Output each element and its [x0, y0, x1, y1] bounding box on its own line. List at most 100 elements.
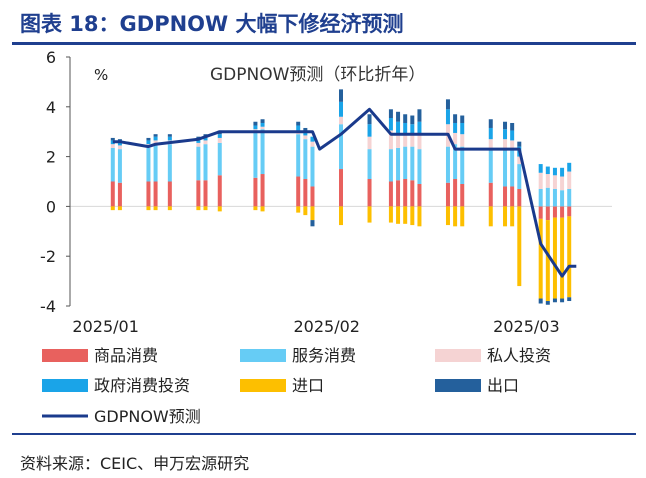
- bar-segment-5: [453, 114, 458, 123]
- bar-segment-4: [167, 206, 172, 211]
- bar-segment-4: [110, 206, 115, 211]
- bar-segment-4: [260, 206, 265, 212]
- bar-segment-2: [488, 139, 493, 148]
- bar-segment-4: [303, 206, 308, 216]
- bar-segment-1: [567, 188, 572, 207]
- bar-segment-2: [117, 145, 122, 150]
- bar-segment-5: [552, 298, 557, 303]
- bar-segment-1: [453, 144, 458, 180]
- bar-segment-1: [417, 149, 422, 184]
- bar-segment-4: [488, 206, 493, 227]
- bar-segment-4: [403, 206, 408, 224]
- bar-segment-2: [260, 126, 265, 130]
- bar-segment-0: [453, 179, 458, 207]
- bar-segment-4: [203, 206, 208, 211]
- bar-segment-3: [296, 125, 301, 131]
- bar-segment-5: [339, 89, 343, 102]
- bar-segment-3: [396, 121, 401, 133]
- bar-segment-2: [417, 135, 422, 150]
- bar-segment-0: [503, 186, 508, 207]
- bar-segment-4: [510, 206, 515, 227]
- source-note: 资料来源：CEIC、申万宏源研究: [20, 454, 250, 473]
- bar-segment-3: [488, 127, 493, 140]
- bar-segment-0: [545, 206, 550, 221]
- bar-segment-4: [567, 216, 572, 298]
- figure-title: 图表 18：GDPNOW 大幅下修经济预测: [20, 12, 404, 36]
- bar-segment-2: [552, 175, 557, 189]
- bar-segment-5: [167, 134, 172, 137]
- bar-segment-3: [403, 122, 408, 135]
- footer-rule: [12, 433, 636, 435]
- bar-segment-4: [545, 220, 550, 302]
- bar-segment-1: [203, 144, 208, 181]
- bar-segment-2: [503, 139, 508, 150]
- bar-segment-4: [217, 206, 222, 212]
- legend-label-5: 出口: [487, 376, 519, 395]
- legend-label-2: 私人投资: [487, 346, 551, 365]
- bar-segment-4: [552, 217, 557, 299]
- bar-segment-0: [203, 180, 208, 207]
- bar-segment-4: [410, 206, 415, 226]
- bar-segment-4: [117, 206, 122, 211]
- bar-segment-5: [517, 141, 522, 147]
- bar-segment-4: [417, 206, 422, 227]
- bar-segment-3: [110, 140, 115, 145]
- bar-segment-1: [117, 149, 122, 183]
- legend-swatch-0: [42, 349, 88, 362]
- y-tick-label: 6: [46, 48, 56, 67]
- bar-segment-0: [310, 186, 315, 207]
- bar-segment-0: [339, 169, 343, 207]
- bar-segment-0: [460, 183, 465, 207]
- bar-segment-2: [110, 144, 115, 148]
- bar-segment-1: [153, 144, 158, 182]
- bar-segment-3: [552, 167, 557, 176]
- bar-segment-2: [339, 116, 343, 125]
- bar-segment-1: [303, 139, 308, 180]
- bar-segment-0: [388, 181, 393, 207]
- bar-segment-4: [153, 206, 158, 211]
- bar-segment-3: [260, 122, 265, 127]
- bar-segment-2: [410, 135, 415, 147]
- gdpnow-line: [112, 107, 577, 278]
- bar-segment-0: [410, 180, 415, 207]
- x-tick-label: 2025/02: [294, 317, 360, 336]
- bar-segment-5: [567, 297, 572, 302]
- bar-segment-5: [445, 99, 450, 110]
- bar-segment-3: [388, 118, 393, 131]
- bar-segment-2: [510, 140, 515, 150]
- bar-segment-5: [396, 111, 401, 122]
- bar-segment-0: [153, 181, 158, 207]
- legend-label-1: 服务消费: [292, 346, 356, 365]
- bar-segment-3: [445, 109, 450, 125]
- bar-segment-3: [310, 136, 315, 142]
- legend-swatch-1: [240, 349, 286, 362]
- bar-segment-3: [196, 139, 201, 143]
- bar-segment-0: [217, 175, 222, 207]
- bar-segment-1: [510, 149, 515, 187]
- bar-segment-4: [339, 206, 343, 226]
- bar-segment-1: [260, 129, 265, 175]
- bar-segment-2: [367, 136, 372, 150]
- bar-segment-4: [503, 206, 508, 227]
- bar-segment-0: [445, 182, 450, 207]
- bar-segment-5: [253, 121, 258, 126]
- bar-segment-0: [110, 181, 115, 207]
- bar-segment-2: [453, 132, 458, 145]
- legend-swatch-3: [42, 379, 88, 392]
- bar-segment-4: [517, 206, 522, 287]
- bar-segment-5: [367, 114, 372, 125]
- bar-segment-3: [339, 101, 343, 117]
- bar-segment-0: [488, 182, 493, 207]
- unit-label: %: [94, 66, 108, 84]
- bar-segment-0: [117, 182, 122, 207]
- bar-segment-3: [410, 124, 415, 136]
- bar-segment-5: [403, 114, 408, 123]
- bar-segment-2: [538, 172, 543, 189]
- bar-segment-5: [488, 119, 493, 128]
- bar-segment-2: [196, 142, 201, 147]
- bar-segment-5: [260, 119, 265, 123]
- bar-segment-0: [510, 186, 515, 207]
- bar-segment-1: [367, 149, 372, 180]
- bar-segment-5: [296, 121, 301, 126]
